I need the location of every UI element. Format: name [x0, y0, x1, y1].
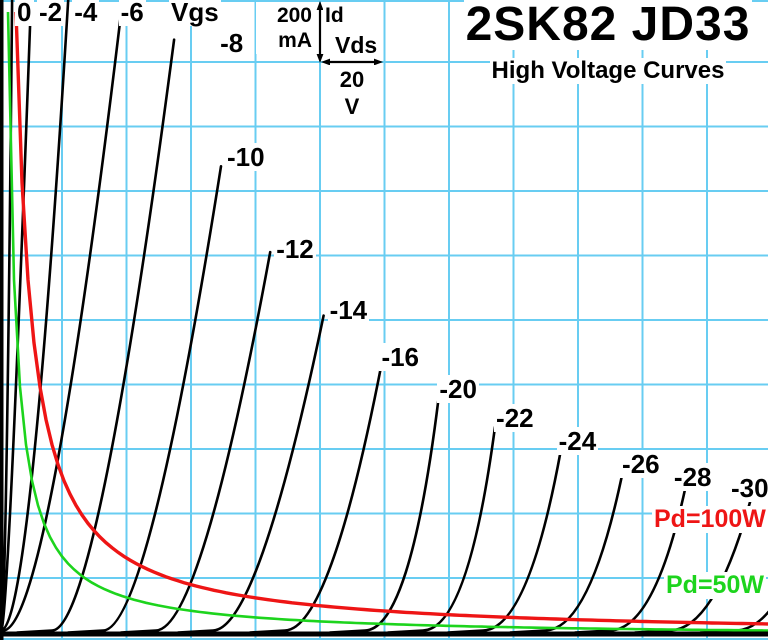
chart-title: 2SK82 JD33 — [463, 0, 753, 51]
vgs-curve — [386, 425, 497, 634]
x-scale-unit: V — [344, 94, 360, 119]
pd-100w-curve — [14, 11, 768, 626]
x-axis-name-label: Vds — [333, 32, 380, 58]
vgs-curve-label: -30 — [728, 473, 768, 502]
vgs-curve — [508, 468, 625, 634]
chart-subtitle: High Voltage Curves — [489, 57, 727, 84]
vgs-curve — [328, 398, 440, 634]
y-axis — [0, 0, 4, 640]
vgs-curve-label: -16 — [379, 342, 422, 373]
y-scale-value: 200 — [276, 4, 312, 27]
vds-arrow-head-right — [374, 58, 383, 66]
vgs-curve — [66, 165, 223, 634]
y-scale-label: 200 mA — [256, 2, 314, 54]
vgs-curve — [0, 0, 124, 634]
vgs-curve-label: -2 — [36, 0, 65, 27]
x-axis — [0, 631, 768, 637]
y-axis-name-label: Id — [323, 4, 346, 27]
pd-50w-label: Pd=50W — [664, 571, 766, 599]
vds-arrow-head-left — [321, 58, 330, 66]
vgs-curve-label: -6 — [118, 0, 146, 27]
vgs-curve-label: -22 — [494, 402, 536, 433]
vgs-curve — [119, 250, 272, 634]
title-block: 2SK82 JD33 High Voltage Curves — [448, 0, 768, 84]
vgs-curve-label: -12 — [274, 234, 316, 265]
vgs-curve-label: -26 — [620, 449, 662, 480]
vgs-curve-label: 0 — [15, 0, 34, 27]
vgs-curve — [0, 0, 70, 634]
vgs-curve-label: -14 — [327, 294, 370, 325]
vgs-curve-label: -28 — [671, 462, 714, 493]
vgs-curve-label: -8 — [218, 27, 246, 58]
x-scale-label: 20 V — [326, 65, 378, 121]
vgs-curve-label: -24 — [556, 426, 599, 457]
vgs-curve-label: -10 — [224, 142, 267, 173]
id-arrow-head-up — [316, 1, 324, 10]
x-scale-value: 20 — [339, 67, 365, 92]
vgs-header-label: Vgs — [169, 0, 221, 27]
vgs-curve-label: -20 — [437, 373, 479, 404]
pd-100w-label: Pd=100W — [652, 505, 768, 533]
pd-50w-curve — [6, 11, 768, 632]
y-scale-unit: mA — [278, 29, 312, 52]
vgs-curve — [176, 314, 325, 634]
vgs-curve — [248, 363, 383, 634]
vgs-curve — [446, 450, 562, 634]
vgs-curve — [15, 38, 176, 634]
vgs-curve-label: -4 — [72, 0, 100, 27]
id-arrow-head-down — [316, 54, 324, 63]
